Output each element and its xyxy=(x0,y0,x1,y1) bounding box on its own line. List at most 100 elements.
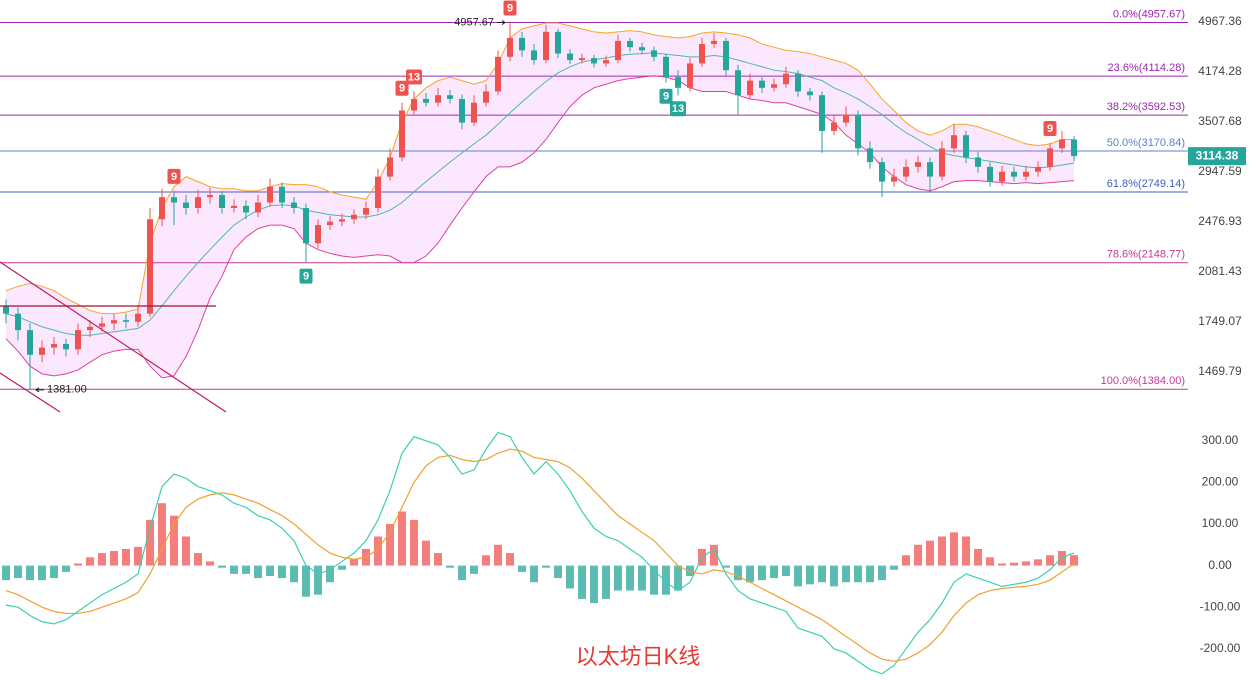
td-marker xyxy=(1043,121,1057,137)
macd-bar xyxy=(758,565,766,581)
macd-bar xyxy=(950,532,958,566)
macd-bar xyxy=(902,555,910,566)
candle-body xyxy=(651,50,657,57)
macd-bar xyxy=(1022,561,1030,566)
y-tick-label: 300.00 xyxy=(1202,433,1239,447)
candle-body xyxy=(255,202,261,213)
macd-bar xyxy=(158,503,166,566)
candle-body xyxy=(459,98,465,123)
arrow xyxy=(497,20,506,25)
candle-body xyxy=(927,162,933,177)
fib-label: 61.8%(2749.14) xyxy=(1107,178,1185,190)
candle-body xyxy=(219,195,225,209)
macd-bar xyxy=(542,565,550,568)
candle-body xyxy=(1011,171,1017,177)
td-marker xyxy=(670,101,686,117)
candle-body xyxy=(243,205,249,213)
candle-body xyxy=(147,219,153,314)
macd-bar xyxy=(782,565,790,576)
macd-bar xyxy=(14,565,22,579)
macd-bar xyxy=(998,563,1006,566)
macd-bar xyxy=(86,557,94,566)
macd-bar xyxy=(710,544,718,566)
band-line xyxy=(5,22,1074,315)
macd-bar xyxy=(182,536,190,566)
candle-body xyxy=(975,157,981,167)
macd-bar xyxy=(626,565,634,591)
candle-body xyxy=(807,91,813,96)
candle-body xyxy=(903,166,909,177)
candle-body xyxy=(483,91,489,103)
candle-body xyxy=(963,135,969,158)
candle-body xyxy=(915,162,921,167)
macd-bar xyxy=(566,565,574,589)
y-tick-label: -100.00 xyxy=(1200,599,1241,613)
candle-body xyxy=(891,176,897,182)
candle-body xyxy=(27,330,33,355)
candle-body xyxy=(447,95,453,99)
macd-bar xyxy=(614,565,622,591)
candle-body xyxy=(819,95,825,131)
macd-bar xyxy=(1058,551,1066,566)
macd-bar xyxy=(110,551,118,566)
macd-bar xyxy=(506,553,514,566)
macd-bar xyxy=(770,565,778,579)
candle-body xyxy=(351,214,357,220)
macd-bar xyxy=(422,540,430,566)
macd-bar xyxy=(482,555,490,566)
candle-body xyxy=(567,53,573,61)
macd-bar xyxy=(578,565,586,599)
macd-bar xyxy=(1070,555,1078,566)
candle-body xyxy=(867,148,873,163)
macd-bar xyxy=(662,565,670,595)
y-tick-label: 1749.07 xyxy=(1198,314,1242,328)
macd-bar xyxy=(218,565,226,568)
candle-body xyxy=(1035,166,1041,172)
td-label: 13 xyxy=(672,103,684,115)
td-marker xyxy=(167,168,181,184)
high-label: 4957.67 xyxy=(454,16,494,28)
candle-body xyxy=(207,195,213,198)
macd-bar xyxy=(806,565,814,585)
candle-body xyxy=(15,313,21,331)
td-label: 9 xyxy=(663,91,669,103)
last-price-label: 3114.38 xyxy=(1196,148,1239,162)
candle-body xyxy=(639,47,645,51)
band-line xyxy=(5,52,1075,336)
macd-bar xyxy=(146,519,154,566)
macd-bar xyxy=(338,565,346,570)
macd-bar xyxy=(2,565,10,581)
y-tick-label: 1469.79 xyxy=(1198,364,1242,378)
macd-bar xyxy=(50,565,58,579)
macd-bar xyxy=(674,565,682,591)
y-tick-label: -200.00 xyxy=(1200,641,1241,655)
arrow xyxy=(35,387,44,393)
macd-bar xyxy=(602,565,610,599)
macd-bar xyxy=(926,540,934,566)
macd-bar xyxy=(554,565,562,579)
candle-body xyxy=(303,208,309,244)
candle-body xyxy=(951,135,957,149)
candle-body xyxy=(3,305,9,314)
candle-body xyxy=(543,31,549,61)
y-tick-label: 0.00 xyxy=(1208,558,1232,572)
macd-bar xyxy=(266,565,274,576)
macd-bar xyxy=(206,561,214,566)
candle-body xyxy=(171,197,177,203)
candle-body xyxy=(339,219,345,222)
trend-line xyxy=(0,372,61,413)
candle-body xyxy=(783,73,789,85)
candle-body xyxy=(591,58,597,64)
candle-body xyxy=(615,40,621,61)
candle-body xyxy=(231,205,237,209)
y-tick-label: 200.00 xyxy=(1202,475,1239,489)
candle-body xyxy=(555,31,561,54)
macd-bar xyxy=(98,553,106,566)
macd-bar xyxy=(650,565,658,595)
candle-body xyxy=(939,148,945,177)
candle-body xyxy=(519,37,525,51)
td-label: 9 xyxy=(171,171,177,183)
macd-bar xyxy=(830,565,838,587)
candle-body xyxy=(987,166,993,182)
macd-bar xyxy=(722,565,730,568)
